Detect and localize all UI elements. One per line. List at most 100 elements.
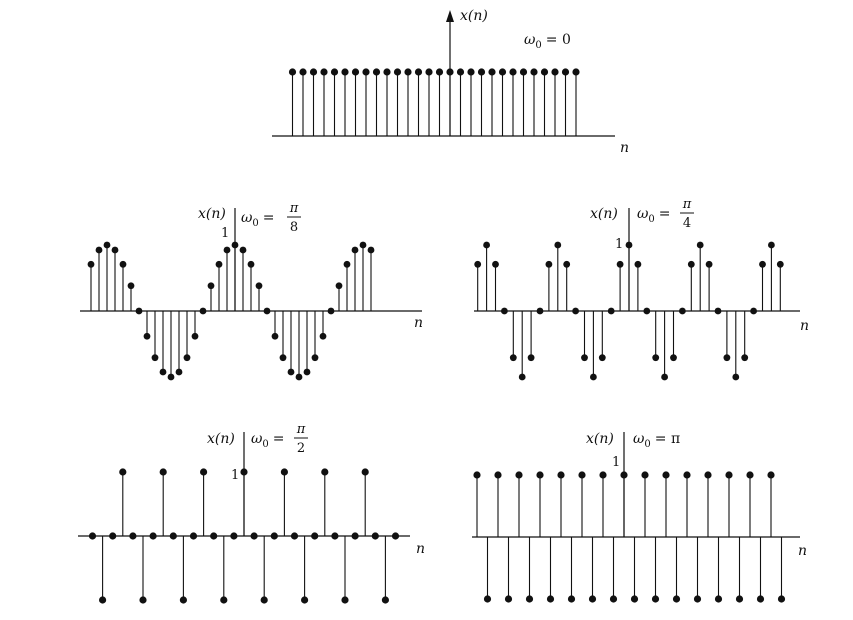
- stem-marker-n-11: [527, 354, 535, 362]
- panel-omega-pi: x(n) 1 n ω0 = π: [472, 431, 807, 603]
- omega-subscript: 0: [648, 214, 654, 225]
- stem-marker-n11: [561, 68, 570, 76]
- stem-marker-n-12: [320, 68, 328, 76]
- stem-marker-n-11: [330, 68, 339, 76]
- stem-marker-n-7: [546, 595, 555, 603]
- stem-marker-n-16: [103, 241, 111, 249]
- stem-marker-n13: [756, 595, 765, 603]
- omega-denominator: 8: [290, 220, 298, 235]
- stem-marker-n0: [625, 241, 633, 249]
- stem-group: [288, 68, 580, 136]
- omega-value: = π: [655, 431, 680, 447]
- stem-marker-n8: [696, 241, 704, 249]
- stem-marker-n14: [750, 307, 757, 315]
- stem-marker-n10: [725, 471, 733, 479]
- stem-marker-n10: [714, 307, 722, 315]
- stem-marker-n9: [303, 368, 311, 376]
- stem-marker-n-6: [557, 471, 565, 479]
- stem-marker-n-12: [119, 468, 127, 476]
- stem-marker-n-13: [109, 532, 117, 540]
- stem-marker-n-14: [119, 260, 127, 268]
- stem-marker-n14: [381, 596, 389, 604]
- omega-symbol: ω: [637, 206, 649, 222]
- y-axis-label: x(n): [586, 431, 614, 447]
- stem-marker-n-14: [99, 596, 107, 604]
- stem-marker-n10: [341, 596, 349, 604]
- stem-marker-n-5: [393, 68, 402, 76]
- stem-marker-n2: [247, 260, 255, 268]
- stem-group: [88, 468, 400, 604]
- x-axis-label: n: [798, 543, 807, 559]
- stem-marker-n4: [263, 307, 271, 315]
- stem-marker-n3: [255, 282, 263, 290]
- stem-marker-n-3: [207, 282, 215, 290]
- stem-marker-n4: [488, 68, 496, 76]
- omega-denominator: 2: [297, 441, 305, 456]
- stem-marker-n-13: [483, 595, 492, 603]
- omega-numerator: π: [296, 422, 306, 437]
- omega-numerator: π: [289, 201, 299, 216]
- stem-marker-n-3: [210, 532, 218, 540]
- stem-marker-n7: [693, 595, 702, 603]
- stem-marker-n-8: [362, 68, 370, 76]
- omega-symbol: ω: [524, 32, 536, 48]
- stem-marker-n8: [295, 373, 303, 381]
- stem-marker-n11: [351, 532, 359, 540]
- stem-marker-n-3: [414, 68, 423, 76]
- stem-marker-n-15: [111, 246, 119, 254]
- stem-marker-n-3: [588, 595, 597, 603]
- stem-marker-n2: [643, 307, 651, 315]
- omega-symbol: ω: [241, 210, 253, 226]
- stem-marker-n-10: [341, 68, 349, 76]
- stem-marker-n5: [290, 532, 299, 540]
- y-axis-label: x(n): [460, 8, 488, 24]
- stem-marker-n-18: [87, 260, 95, 268]
- stem-group: [474, 241, 784, 381]
- stem-marker-n-2: [220, 596, 228, 604]
- stem-marker-n-11: [504, 595, 513, 603]
- stem-marker-n10: [551, 68, 559, 76]
- stem-marker-n-7: [175, 368, 183, 376]
- stem-marker-n4: [661, 373, 668, 381]
- stem-marker-n-6: [383, 68, 391, 76]
- stem-marker-n13: [741, 354, 749, 362]
- stem-marker-n17: [367, 246, 375, 254]
- y-axis-arrowhead: [446, 10, 454, 22]
- omega-numerator: π: [682, 197, 692, 212]
- stem-marker-n-6: [183, 354, 191, 362]
- stem-marker-n3: [651, 595, 660, 603]
- stem-marker-n-3: [598, 354, 606, 362]
- stem-marker-n-7: [563, 260, 571, 268]
- stem-marker-n16: [768, 241, 775, 249]
- panel-omega-0: x(n) n ω0 = 0: [272, 8, 629, 156]
- stem-marker-n15: [351, 246, 359, 254]
- stem-marker-n-4: [404, 68, 412, 76]
- stem-marker-n-13: [127, 282, 135, 290]
- stem-marker-n1: [250, 532, 258, 540]
- stem-marker-n-8: [159, 468, 167, 476]
- stem-marker-n-15: [288, 68, 297, 76]
- stem-marker-n15: [777, 595, 786, 603]
- stem-marker-n6: [679, 307, 686, 315]
- stem-marker-n6: [683, 471, 691, 479]
- stem-marker-n17: [776, 260, 784, 268]
- stem-marker-n-4: [200, 468, 208, 476]
- x-axis-label: n: [620, 140, 629, 156]
- stem-marker-n5: [498, 68, 507, 76]
- stem-marker-n-11: [129, 532, 137, 540]
- stem-marker-n-9: [159, 368, 167, 376]
- omega-subscript: 0: [262, 439, 268, 450]
- stem-marker-n-8: [554, 241, 562, 249]
- stem-marker-n1: [239, 246, 247, 254]
- stem-marker-n12: [327, 307, 335, 315]
- stem-marker-n0: [231, 241, 239, 249]
- stem-marker-n-6: [179, 596, 187, 604]
- stem-marker-n-2: [599, 471, 607, 479]
- stem-marker-n7: [311, 532, 319, 540]
- stem-marker-n-2: [215, 260, 223, 268]
- y-axis-label: x(n): [198, 206, 226, 222]
- stem-marker-n-4: [578, 471, 586, 479]
- stem-marker-n5: [672, 595, 681, 603]
- stem-group: [473, 471, 786, 603]
- amplitude-label: 1: [615, 237, 623, 252]
